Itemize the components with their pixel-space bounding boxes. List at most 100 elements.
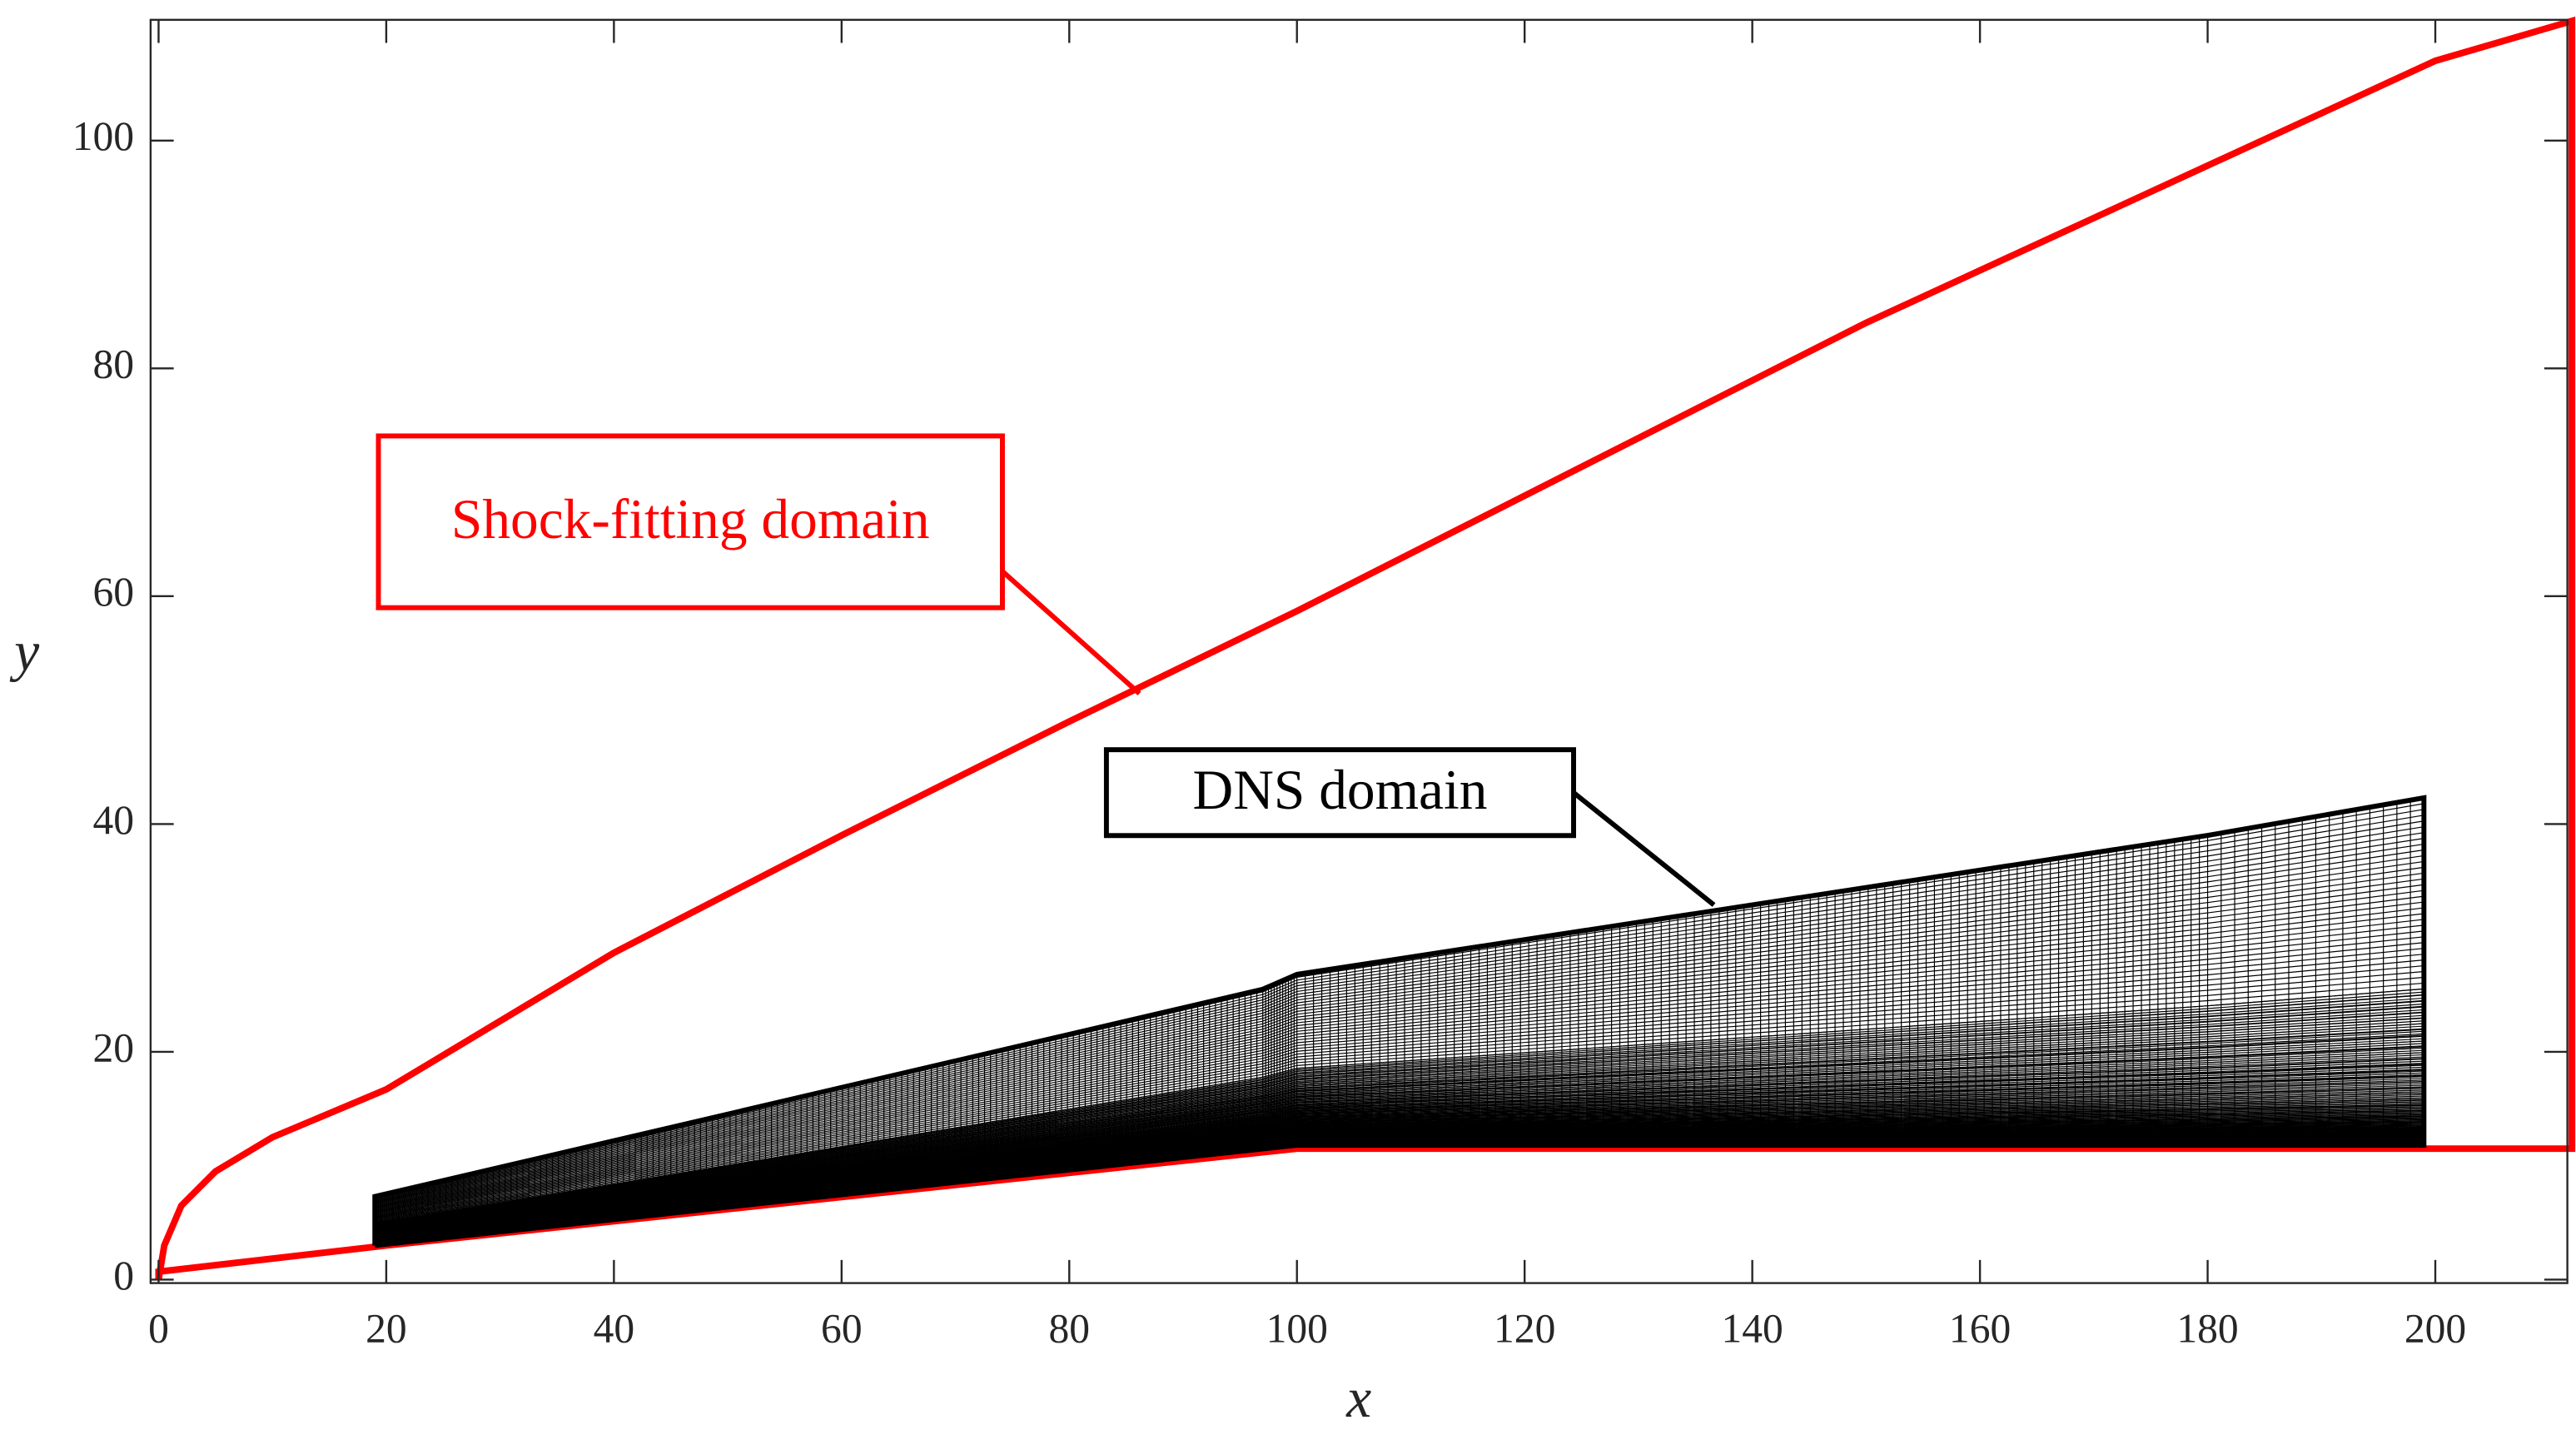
mesh-line <box>375 860 2424 1207</box>
mesh-line <box>375 1017 2424 1228</box>
y-tick-label: 20 <box>93 1024 135 1070</box>
mesh-line <box>375 849 2424 1205</box>
mesh-line <box>375 1074 2424 1237</box>
axes-box <box>149 18 2569 1284</box>
mesh-line <box>375 907 2424 1213</box>
y-tick-label: 40 <box>93 797 135 843</box>
x-tick-label: 120 <box>1494 1305 1555 1351</box>
mesh-line <box>375 1083 2424 1238</box>
x-tick-label: 20 <box>366 1305 407 1351</box>
mesh-line <box>375 866 2424 1207</box>
mesh-line <box>375 1052 2424 1233</box>
mesh-line <box>375 942 2424 1218</box>
mesh-line <box>375 1091 2424 1238</box>
mesh-line <box>375 1054 2424 1233</box>
mesh-line <box>375 1009 2424 1228</box>
mesh-line <box>375 919 2424 1214</box>
mesh-line <box>375 1020 2424 1228</box>
mesh-line <box>375 1014 2424 1228</box>
mesh-line <box>375 982 2424 1223</box>
mesh-line <box>375 1064 2424 1235</box>
mesh-line <box>375 809 2424 1199</box>
mesh-line <box>375 1066 2424 1235</box>
mesh-line <box>375 884 2424 1209</box>
mesh-line <box>375 1078 2424 1237</box>
mesh-line <box>375 913 2424 1213</box>
mesh-line <box>375 1012 2424 1228</box>
domain-outline <box>155 16 2576 1281</box>
mesh-line <box>375 855 2424 1206</box>
plot: Shock-fitting domain DNS domain <box>155 16 2576 1281</box>
mesh-line <box>375 997 2424 1226</box>
mesh-line <box>375 1060 2424 1234</box>
mesh-line <box>375 895 2424 1211</box>
mesh-line <box>375 820 2424 1201</box>
mesh-line <box>375 1092 2424 1239</box>
mesh-line <box>375 1038 2424 1232</box>
x-tick-label: 200 <box>2404 1305 2466 1351</box>
mesh-line <box>375 994 2424 1225</box>
mesh-line <box>375 901 2424 1212</box>
annotation-leader <box>1572 790 1716 907</box>
mesh-line <box>375 1081 2424 1238</box>
mesh-line <box>375 1006 2424 1227</box>
x-tick-label: 40 <box>594 1305 635 1351</box>
mesh-line <box>375 970 2424 1222</box>
mesh-line <box>375 1030 2424 1230</box>
mesh-line <box>375 1040 2424 1232</box>
x-tick-label: 100 <box>1266 1305 1328 1351</box>
y-tick-label: 60 <box>93 569 135 615</box>
mesh-line <box>375 959 2424 1220</box>
mesh-line <box>375 1076 2424 1237</box>
mesh-line <box>375 1079 2424 1238</box>
mesh-line <box>375 1000 2424 1226</box>
x-tick-label: 140 <box>1721 1305 1783 1351</box>
mesh-line <box>375 1056 2424 1234</box>
annotation-box <box>375 433 1005 610</box>
mesh-line <box>375 1097 2424 1239</box>
mesh-line <box>375 878 2424 1208</box>
mesh-line <box>375 1062 2424 1235</box>
mesh-line <box>375 1072 2424 1236</box>
mesh-line <box>375 991 2424 1225</box>
annotation-label: Shock-fitting domain <box>451 488 930 551</box>
mesh-line <box>375 1089 2424 1238</box>
mesh-line <box>375 1023 2424 1229</box>
mesh-line <box>375 1047 2424 1233</box>
mesh-line <box>375 976 2424 1223</box>
mesh-line <box>375 1069 2424 1236</box>
mesh <box>374 797 2424 1247</box>
y-tick-label: 100 <box>72 113 134 159</box>
x-tick-label: 60 <box>821 1305 863 1351</box>
x-tick-label: 80 <box>1049 1305 1091 1351</box>
mesh-line <box>375 1094 2424 1239</box>
mesh-line <box>375 1070 2424 1236</box>
mesh-line <box>375 1058 2424 1234</box>
x-tick-label: 0 <box>148 1305 169 1351</box>
mesh-line <box>375 843 2424 1204</box>
mesh-line <box>375 936 2424 1217</box>
mesh-line <box>375 1049 2424 1233</box>
mesh-line <box>375 964 2424 1221</box>
mesh-line <box>375 1033 2424 1231</box>
y-tick-label: 80 <box>93 341 135 387</box>
mesh-line <box>375 838 2424 1203</box>
annotation-leader <box>1001 569 1141 695</box>
mesh-line <box>375 988 2424 1224</box>
mesh-line <box>375 1043 2424 1232</box>
mesh-line <box>375 930 2424 1216</box>
mesh-line <box>375 1035 2424 1231</box>
x-tick-label: 180 <box>2176 1305 2238 1351</box>
x-tick-label: 160 <box>1949 1305 2011 1351</box>
mesh-line <box>375 948 2424 1218</box>
mesh-line <box>375 1028 2424 1230</box>
mesh-line <box>375 1003 2424 1227</box>
y-axis-label: y <box>9 620 39 683</box>
mesh-line <box>375 815 2424 1200</box>
annotation-box <box>1103 747 1576 839</box>
mesh-line <box>375 1025 2424 1229</box>
mesh-line <box>375 826 2424 1202</box>
mesh-line <box>375 889 2424 1210</box>
mesh-line <box>375 1086 2424 1238</box>
